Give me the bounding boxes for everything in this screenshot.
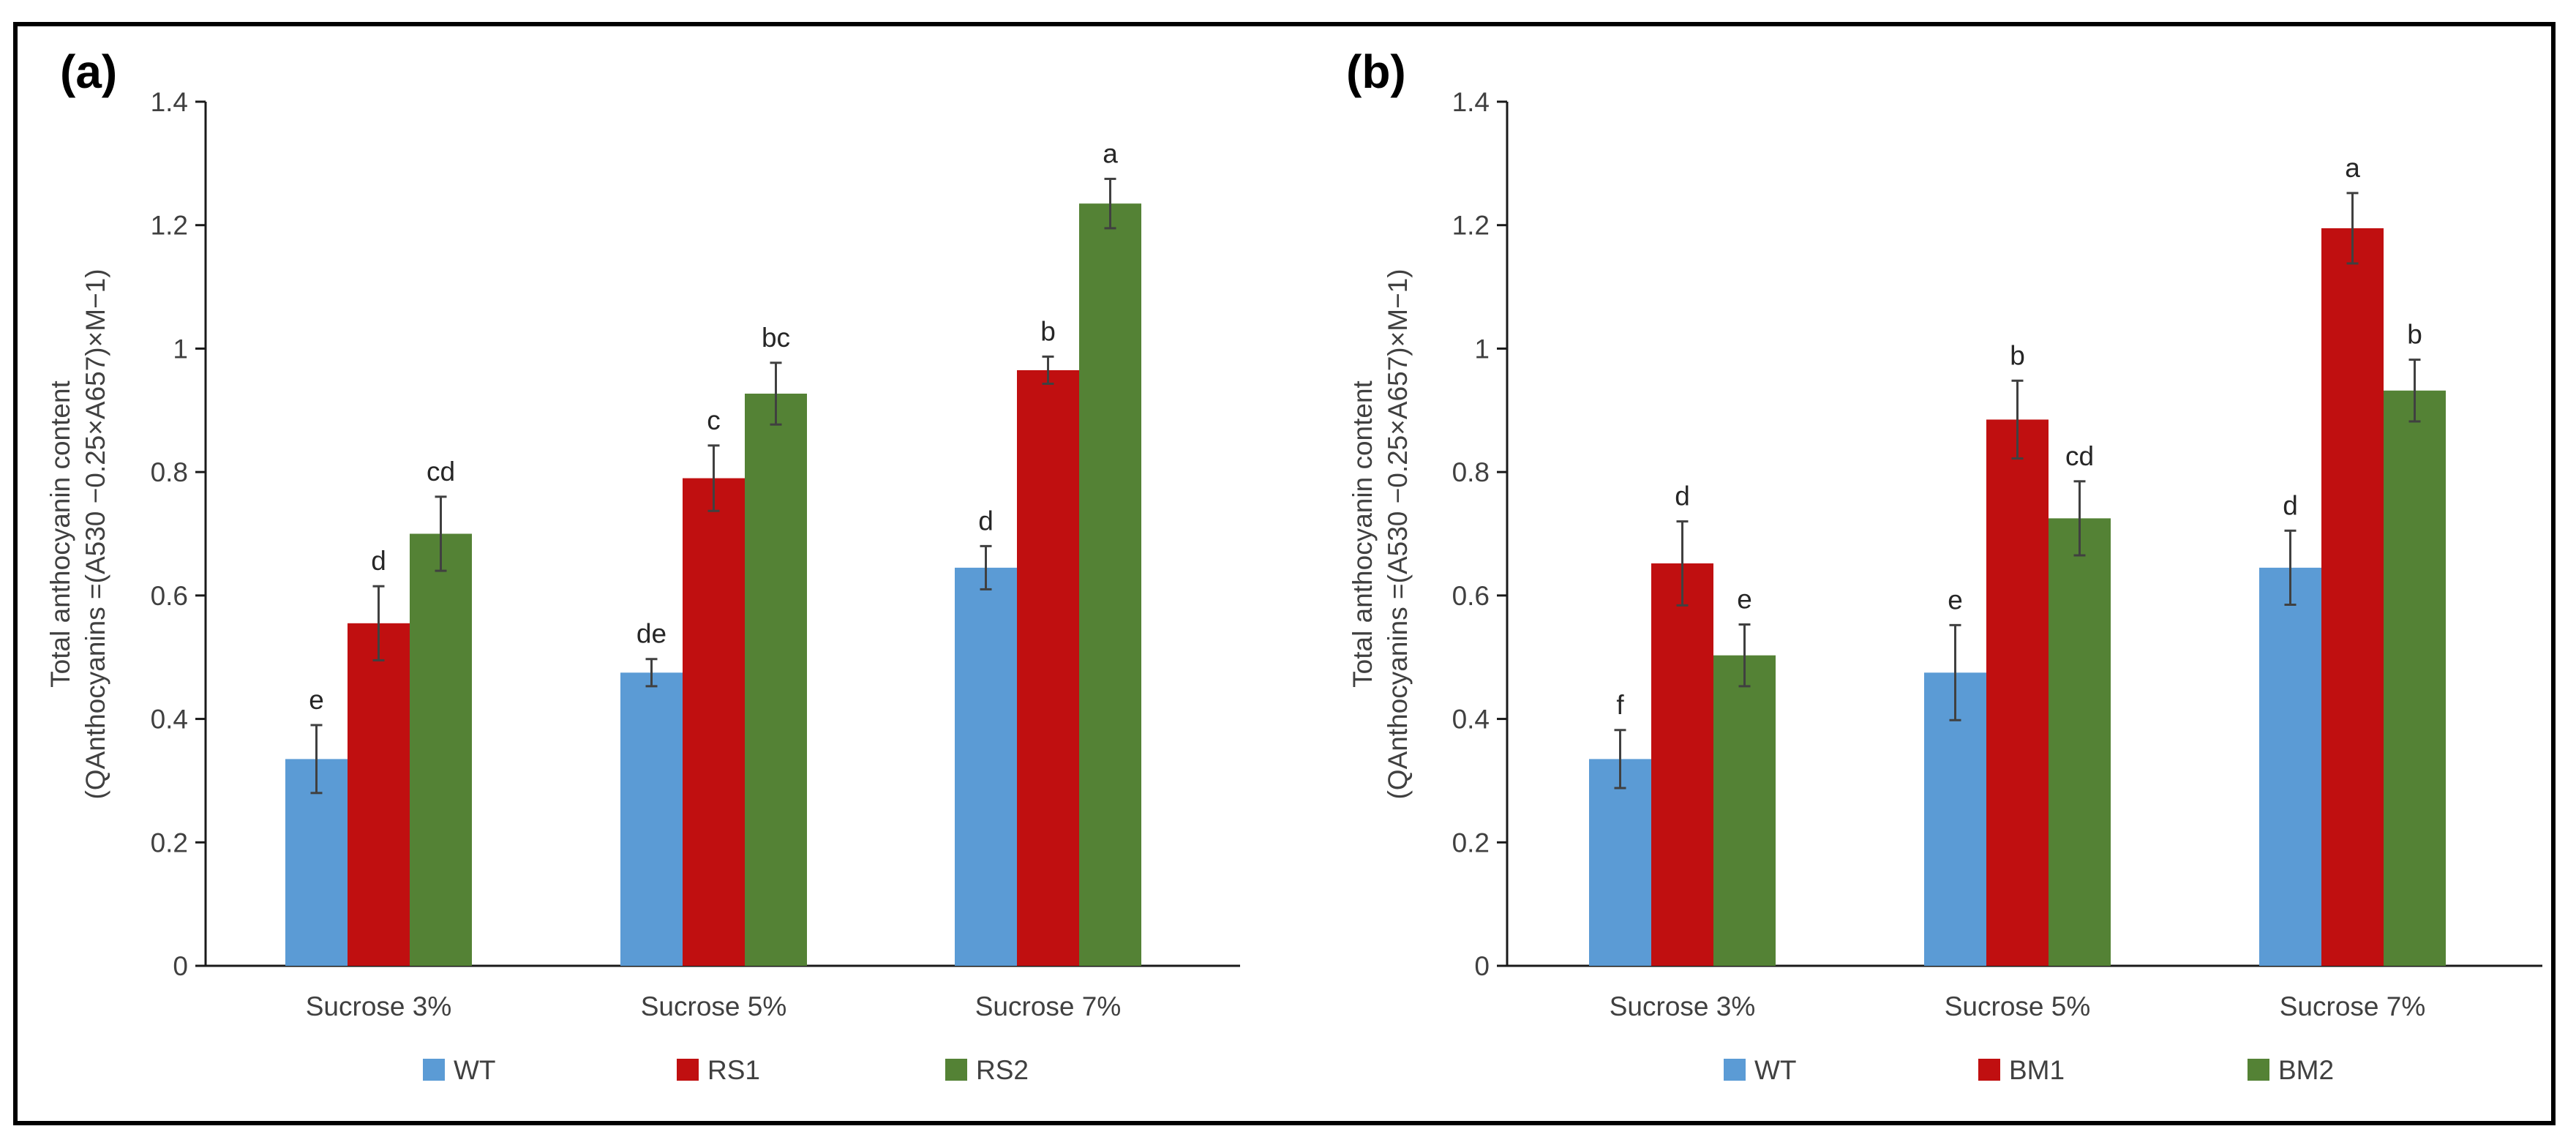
legend-label-bm2: BM2 <box>2278 1055 2334 1085</box>
legend-label-wt: WT <box>1754 1055 1797 1085</box>
significance-label: cd <box>2065 441 2094 471</box>
category-label: Sucrose 7% <box>975 991 1122 1021</box>
y-tick-label: 0.2 <box>151 828 188 858</box>
significance-label: f <box>1616 690 1624 720</box>
bar-rs1-1 <box>348 623 410 966</box>
panel-label-a: (a) <box>60 45 117 98</box>
y-axis-label-a-line2: (QAnthocyanins =(A530 −0.25×A657)×M−1) <box>80 269 110 799</box>
bar-bm1-2 <box>1986 419 2049 966</box>
legend-swatch-bm2 <box>2248 1059 2269 1081</box>
y-tick-label: 0.2 <box>1452 828 1490 858</box>
category-label: Sucrose 5% <box>641 991 787 1021</box>
y-tick-label: 1.2 <box>1452 211 1490 241</box>
significance-label: cd <box>427 457 455 487</box>
y-tick-label: 0 <box>173 951 188 981</box>
y-tick-label: 0.8 <box>1452 457 1490 487</box>
legend-label-wt: WT <box>454 1055 496 1085</box>
significance-label: bc <box>762 323 790 353</box>
legend-label-rs1: RS1 <box>707 1055 760 1085</box>
bar-rs2-1 <box>410 533 472 966</box>
bar-bm2-2 <box>2049 518 2111 966</box>
significance-label: b <box>2010 340 2025 370</box>
panel-a: (a) Total anthocyanin content (QAnthocya… <box>45 45 1240 1085</box>
significance-label: e <box>1948 585 1963 615</box>
y-tick-label: 0.8 <box>151 457 188 487</box>
y-tick-label: 1 <box>173 334 188 364</box>
significance-label: b <box>1040 316 1056 346</box>
legend-swatch-rs1 <box>677 1059 699 1081</box>
bars-a: e d cd de c bc d b a <box>285 138 1141 966</box>
bar-wt-2 <box>620 672 683 966</box>
y-tick-label: 1.4 <box>1452 87 1490 117</box>
bar-rs2-2 <box>745 394 807 966</box>
significance-label: e <box>1737 585 1752 615</box>
category-label: Sucrose 5% <box>1945 991 2091 1021</box>
significance-label: c <box>707 405 721 435</box>
bar-wt-3 <box>955 567 1017 966</box>
bar-wt-3 <box>2259 567 2321 966</box>
bars-b: f d e e b cd d a b <box>1589 153 2446 966</box>
bar-wt-2 <box>1924 672 1986 966</box>
y-tick-label: 1 <box>1474 334 1490 364</box>
legend-a: WT RS1 RS2 <box>423 1055 1029 1085</box>
y-tick-label: 0 <box>1474 951 1490 981</box>
y-tick-label: 0.6 <box>1452 581 1490 611</box>
legend-b: WT BM1 BM2 <box>1724 1055 2334 1085</box>
panel-label-b: (b) <box>1346 45 1406 98</box>
y-tick-label: 1.4 <box>151 87 188 117</box>
figure-frame <box>13 22 2556 1125</box>
significance-label: d <box>2283 490 2298 520</box>
y-tick-label: 0.6 <box>151 581 188 611</box>
legend-swatch-wt <box>423 1059 445 1081</box>
bar-rs1-3 <box>1017 369 1079 966</box>
category-label: Sucrose 3% <box>1610 991 1756 1021</box>
panel-b: (b) Total anthocyanin content (QAnthocya… <box>1346 45 2542 1085</box>
category-label: Sucrose 7% <box>2280 991 2426 1021</box>
legend-swatch-rs2 <box>945 1059 967 1081</box>
y-tick-label: 0.4 <box>151 705 188 735</box>
bar-rs2-3 <box>1079 203 1141 966</box>
bar-bm2-3 <box>2384 390 2446 966</box>
category-label: Sucrose 3% <box>306 991 452 1021</box>
category-labels-b: Sucrose 3% Sucrose 5% Sucrose 7% <box>1610 991 2426 1021</box>
significance-label: e <box>309 685 324 715</box>
bar-rs1-2 <box>683 478 745 966</box>
significance-label: a <box>2345 153 2360 183</box>
bar-wt-1 <box>1589 759 1651 966</box>
y-ticks-a: 0 0.2 0.4 0.6 0.8 1 1.2 1.4 <box>151 87 1240 981</box>
significance-label: de <box>637 619 666 649</box>
category-labels-a: Sucrose 3% Sucrose 5% Sucrose 7% <box>306 991 1122 1021</box>
significance-label: d <box>1675 481 1690 511</box>
legend-label-bm1: BM1 <box>2009 1055 2065 1085</box>
legend-swatch-bm1 <box>1978 1059 2000 1081</box>
y-tick-label: 1.2 <box>151 211 188 241</box>
legend-swatch-wt <box>1724 1059 1746 1081</box>
y-tick-label: 0.4 <box>1452 705 1490 735</box>
significance-label: d <box>978 506 994 536</box>
y-axis-label-b-line1: Total anthocyanin content <box>1348 380 1378 687</box>
y-axis-label-b-line2: (QAnthocyanins =(A530 −0.25×A657)×M−1) <box>1383 269 1413 799</box>
significance-label: b <box>2407 320 2422 350</box>
significance-label: a <box>1103 138 1118 168</box>
legend-label-rs2: RS2 <box>976 1055 1029 1085</box>
bar-bm2-1 <box>1713 655 1776 966</box>
bar-bm1-1 <box>1651 563 1713 966</box>
significance-label: d <box>371 546 386 576</box>
y-axis-label-a-line1: Total anthocyanin content <box>45 380 75 687</box>
bar-bm1-3 <box>2321 228 2384 966</box>
